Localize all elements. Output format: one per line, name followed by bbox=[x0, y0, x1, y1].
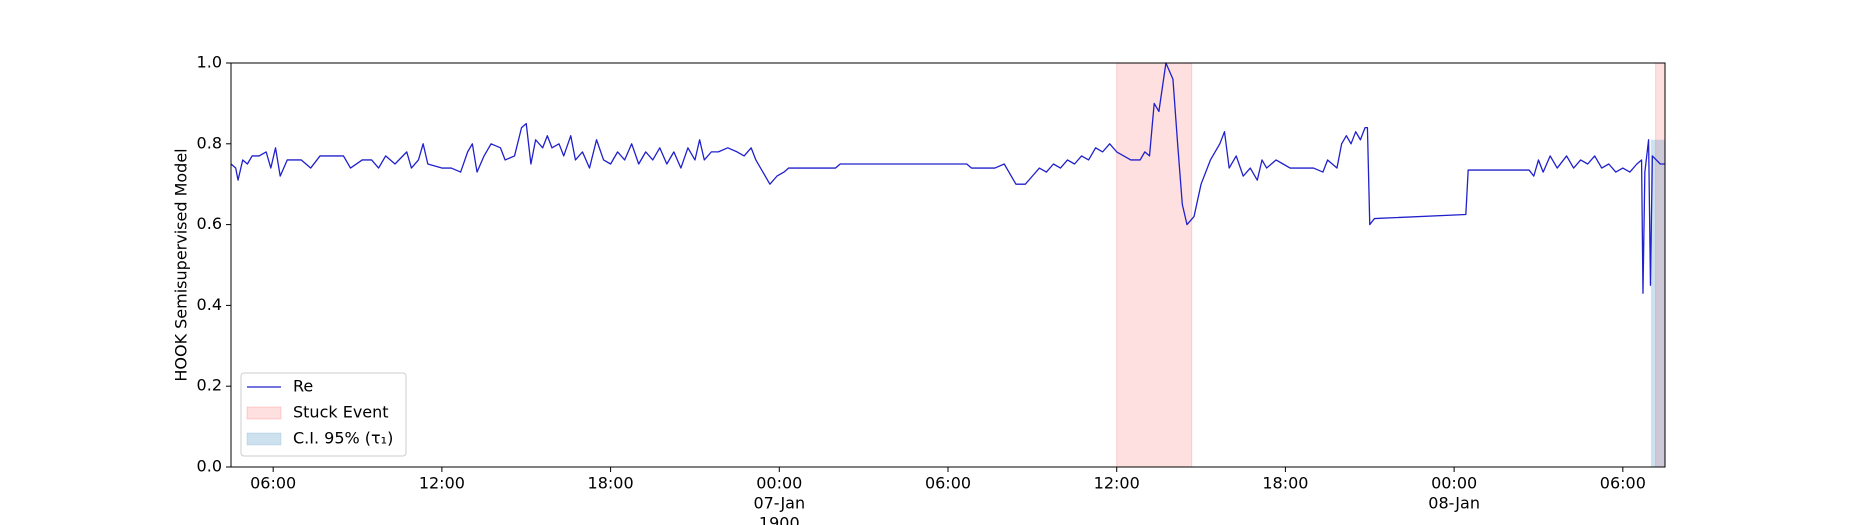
x-tick-label: 12:00 bbox=[1094, 474, 1140, 493]
y-tick-label: 0.8 bbox=[197, 133, 222, 152]
legend-swatch bbox=[246, 432, 282, 446]
legend-box bbox=[240, 372, 407, 457]
x-tick-label: 07-Jan bbox=[753, 494, 805, 513]
x-tick-label: 00:00 bbox=[756, 474, 802, 493]
legend-label: Stuck Event bbox=[293, 403, 389, 422]
x-tick-label: 12:00 bbox=[419, 474, 465, 493]
y-axis-label: HOOK Semisupervised Model bbox=[172, 148, 191, 381]
y-tick-label: 1.0 bbox=[197, 53, 222, 72]
x-tick-label: 06:00 bbox=[250, 474, 296, 493]
legend-label: Re bbox=[293, 377, 313, 396]
x-tick-label: 08-Jan bbox=[1428, 494, 1480, 513]
y-tick-label: 0.4 bbox=[197, 295, 222, 314]
y-tick-label: 0.6 bbox=[197, 214, 222, 233]
stuck-event-span bbox=[1116, 62, 1193, 468]
x-tick-label: 1900 bbox=[759, 514, 800, 525]
y-tick-label: 0.0 bbox=[197, 457, 222, 476]
x-tick-label: 18:00 bbox=[588, 474, 634, 493]
data-line bbox=[230, 62, 1665, 294]
x-tick-label: 06:00 bbox=[925, 474, 971, 493]
legend-label: C.I. 95% (τ₁) bbox=[293, 429, 393, 448]
x-tick-label: 18:00 bbox=[1262, 474, 1308, 493]
legend: Re Stuck Event C.I. 95% (τ₁) bbox=[240, 372, 407, 457]
x-tick-label: 06:00 bbox=[1600, 474, 1646, 493]
y-tick-label: 0.2 bbox=[197, 376, 222, 395]
x-tick-label: 00:00 bbox=[1431, 474, 1477, 493]
ci-band bbox=[1650, 139, 1665, 467]
legend-swatch bbox=[246, 406, 282, 420]
plot-frame bbox=[230, 62, 1666, 468]
